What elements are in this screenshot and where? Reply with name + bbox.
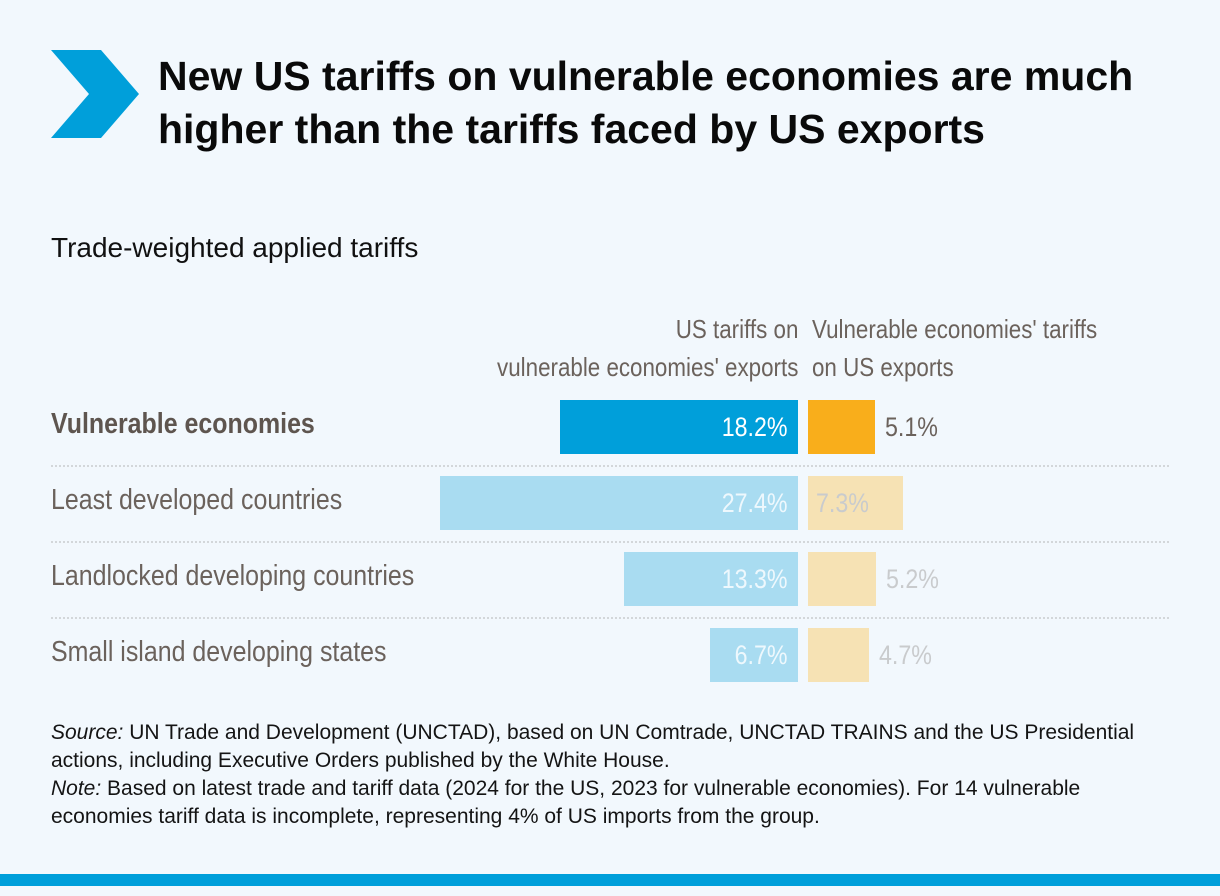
column-header-vuln-line2: on US exports xyxy=(812,352,954,382)
value-label-us-tariff-small-island-developing-states: 6.7% xyxy=(735,640,788,670)
note-text: Based on latest trade and tariff data (2… xyxy=(51,777,1081,828)
value-label-vulnerable-tariff-least-developed-countries: 7.3% xyxy=(816,488,869,518)
value-label-vulnerable-tariff-small-island-developing-states: 4.7% xyxy=(879,640,933,670)
value-label-us-tariff-vulnerable-economies: 18.2% xyxy=(722,412,788,442)
source-label: Source: xyxy=(51,721,124,744)
bar-vulnerable-tariff-landlocked-developing-countries xyxy=(808,552,876,606)
row-label-small-island-developing-states: Small island developing states xyxy=(51,636,387,668)
column-header-us-tariffs: US tariffs on vulnerable economies' expo… xyxy=(497,310,798,386)
bar-vulnerable-tariff-small-island-developing-states xyxy=(808,628,870,682)
source-text: UN Trade and Development (UNCTAD), based… xyxy=(51,721,1135,772)
bar-vulnerable-tariff-vulnerable-economies xyxy=(808,400,875,454)
row-divider xyxy=(51,541,1169,543)
chevron-right-icon xyxy=(51,50,139,138)
bar-vulnerable-tariff-least-developed-countries xyxy=(808,476,904,530)
footnote: Source: UN Trade and Development (UNCTAD… xyxy=(51,719,1181,831)
page-title: New US tariffs on vulnerable economies a… xyxy=(158,53,1134,152)
bottom-accent-bar xyxy=(0,874,1220,886)
bar-us-tariff-least-developed-countries xyxy=(440,476,798,530)
row-label-landlocked-developing-countries: Landlocked developing countries xyxy=(51,560,415,592)
source-note: Source: UN Trade and Development (UNCTAD… xyxy=(51,719,1181,775)
row-label-vulnerable-economies: Vulnerable economies xyxy=(51,408,315,440)
row-divider xyxy=(51,465,1169,467)
column-header-us-line2: vulnerable economies' exports xyxy=(496,352,798,382)
note-label: Note: xyxy=(51,777,102,800)
row-label-least-developed-countries: Least developed countries xyxy=(51,484,343,516)
row-divider xyxy=(51,617,1169,619)
value-label-vulnerable-tariff-vulnerable-economies: 5.1% xyxy=(884,412,938,442)
bar-us-tariff-small-island-developing-states xyxy=(710,628,798,682)
column-header-us-line1: US tariffs on xyxy=(675,314,798,344)
chart-subtitle: Trade-weighted applied tariffs xyxy=(51,232,419,263)
value-label-vulnerable-tariff-landlocked-developing-countries: 5.2% xyxy=(885,564,939,594)
column-header-vuln-line1: Vulnerable economies' tariffs xyxy=(812,314,1098,344)
bar-us-tariff-vulnerable-economies xyxy=(560,400,798,454)
bar-us-tariff-landlocked-developing-countries xyxy=(624,552,798,606)
value-label-us-tariff-least-developed-countries: 27.4% xyxy=(722,488,788,518)
column-header-vulnerable-tariffs: Vulnerable economies' tariffs on US expo… xyxy=(812,310,1097,386)
note: Note: Based on latest trade and tariff d… xyxy=(51,775,1181,831)
value-label-us-tariff-landlocked-developing-countries: 13.3% xyxy=(722,564,788,594)
